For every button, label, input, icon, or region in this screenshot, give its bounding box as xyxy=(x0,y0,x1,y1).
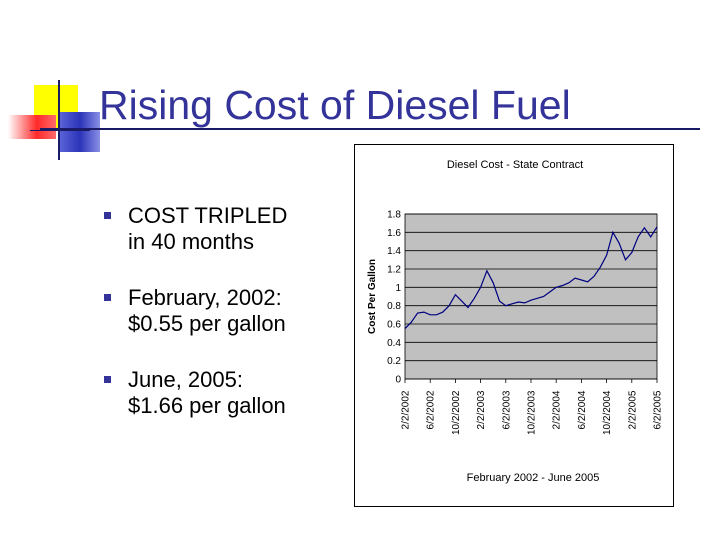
bullet-square-icon xyxy=(104,294,111,301)
y-tick-label: 1.6 xyxy=(387,228,401,239)
bullet-line: $1.66 per gallon xyxy=(128,393,286,418)
x-tick-label: 6/2/2004 xyxy=(577,390,588,429)
decorative-red-bar xyxy=(8,115,56,139)
x-tick-label: 6/2/2003 xyxy=(501,390,512,429)
diesel-cost-chart: Diesel Cost - State Contract 00.20.40.60… xyxy=(367,159,664,484)
x-tick-label: 6/2/2002 xyxy=(426,390,437,429)
plot-area xyxy=(404,213,658,380)
y-axis-label: Cost Per Gallon xyxy=(367,259,378,334)
x-tick-label: 2/2/2005 xyxy=(627,390,638,429)
y-tick-label: 1.8 xyxy=(387,210,401,221)
bullet-item: February, 2002: $0.55 per gallon xyxy=(104,285,349,337)
series-line xyxy=(404,226,658,330)
decorative-blue-square xyxy=(60,112,100,152)
chart-title: Diesel Cost - State Contract xyxy=(447,159,583,171)
x-axis-label: February 2002 - June 2005 xyxy=(467,472,600,484)
bullet-line: $0.55 per gallon xyxy=(128,311,286,336)
x-tick-label: 2/2/2004 xyxy=(552,390,563,429)
bullet-line: in 40 months xyxy=(128,229,254,254)
y-tick-label: 1.4 xyxy=(387,246,401,257)
slide-title: Rising Cost of Diesel Fuel xyxy=(99,82,571,128)
y-tick-label: 1.2 xyxy=(387,265,401,276)
y-tick-label: 0.2 xyxy=(387,356,401,367)
bullet-list: COST TRIPLED in 40 months February, 2002… xyxy=(104,203,349,449)
y-tick-label: 0.6 xyxy=(387,320,401,331)
y-tick-label: 0.4 xyxy=(387,338,401,349)
title-underline xyxy=(40,128,700,130)
x-tick-label: 10/2/2003 xyxy=(527,390,538,435)
y-axis-ticks: 0 0.2 0.4 0.6 0.8 1 1.2 1.4 1.6 1.8 xyxy=(387,210,401,386)
bullet-line: June, 2005: xyxy=(128,367,243,392)
decorative-short-line xyxy=(30,130,90,131)
y-tick-label: 1 xyxy=(395,283,401,294)
bullet-item: June, 2005: $1.66 per gallon xyxy=(104,367,349,419)
x-tick-label: 10/2/2002 xyxy=(451,390,462,435)
x-tick-label: 2/2/2003 xyxy=(476,390,487,429)
bullet-line: February, 2002: xyxy=(128,285,282,310)
bullet-item: COST TRIPLED in 40 months xyxy=(104,203,349,255)
bullet-square-icon xyxy=(104,212,111,219)
gridlines xyxy=(405,213,657,380)
x-tick-label: 6/2/2005 xyxy=(653,390,664,429)
decorative-vertical-line xyxy=(58,80,60,160)
x-tick-label: 2/2/2002 xyxy=(401,390,412,429)
y-tick-label: 0.8 xyxy=(387,301,401,312)
y-tick-label: 0 xyxy=(395,375,401,386)
x-tick-label: 10/2/2004 xyxy=(602,390,613,435)
bullet-square-icon xyxy=(104,376,111,383)
x-axis-ticks: 2/2/2002 6/2/2002 10/2/2002 2/2/2003 6/2/200… xyxy=(401,379,664,435)
bullet-line: COST TRIPLED xyxy=(128,203,288,228)
chart-frame: Diesel Cost - State Contract 0 0.2 0.4 0.6 0… xyxy=(354,144,674,507)
